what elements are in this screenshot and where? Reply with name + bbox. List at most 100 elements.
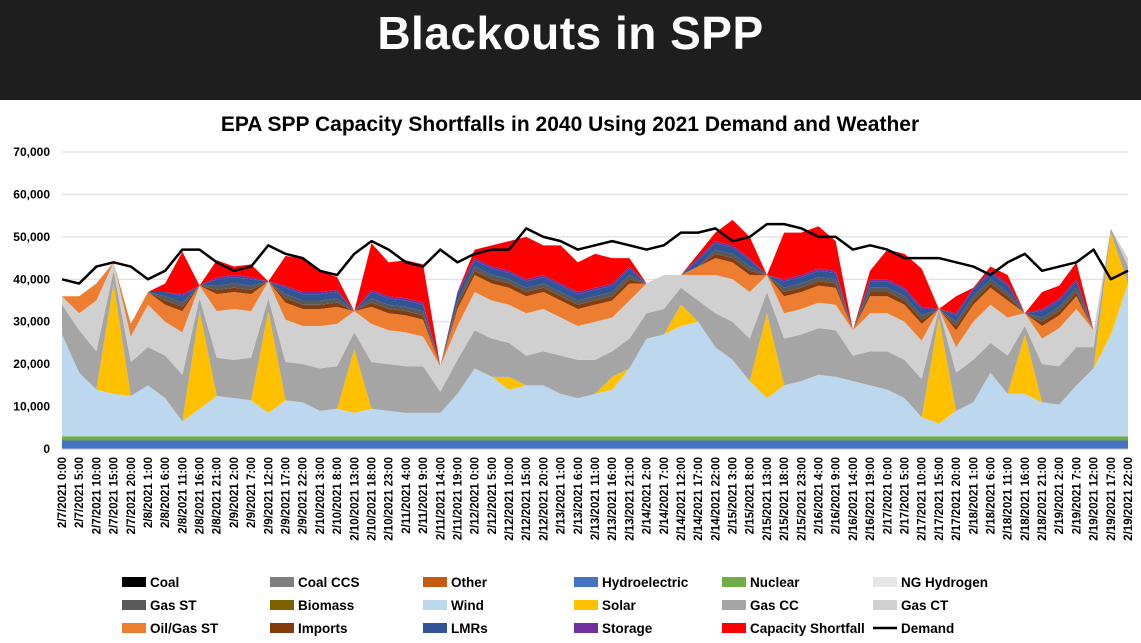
x-tick-label: 2/18/2021 1:00 <box>968 457 980 534</box>
x-tick-label: 2/17/2021 0:00 <box>882 457 894 534</box>
x-tick-label: 2/13/2021 21:00 <box>624 457 636 541</box>
x-tick-label: 2/14/2021 17:00 <box>693 457 705 541</box>
x-tick-label: 2/10/2021 8:00 <box>332 457 344 534</box>
x-tick-label: 2/10/2021 13:00 <box>349 457 361 541</box>
area-nuclear <box>62 436 1128 441</box>
x-tick-label: 2/12/2021 0:00 <box>470 457 482 534</box>
legend-label-ng-hydrogen: NG Hydrogen <box>901 575 988 590</box>
x-tick-label: 2/17/2021 20:00 <box>951 457 963 541</box>
x-tick-label: 2/7/2021 10:00 <box>91 457 103 534</box>
legend-label-oil-gas-st: Oil/Gas ST <box>150 621 219 636</box>
stacked-area-chart: EPA SPP Capacity Shortfalls in 2040 Usin… <box>13 113 1135 636</box>
legend-label-coal: Coal <box>150 575 179 590</box>
x-tick-label: 2/13/2021 11:00 <box>590 457 602 540</box>
x-tick-label: 2/19/2021 7:00 <box>1071 457 1083 534</box>
area-gas-ct <box>62 228 1128 392</box>
x-tick-label: 2/13/2021 1:00 <box>556 457 568 534</box>
legend-swatch-hydroelectric <box>574 577 598 587</box>
x-tick-label: 2/11/2021 14:00 <box>435 457 447 540</box>
axes: 0 10,000 20,000 30,000 40,000 50,000 60,000 70,… <box>13 145 1135 541</box>
legend-label-imports: Imports <box>298 621 348 636</box>
x-tick-label: 2/8/2021 21:00 <box>212 457 224 534</box>
area-capacity-shortfall <box>62 219 1128 367</box>
banner-title: Blackouts in SPP <box>377 7 764 59</box>
x-tick-label: 2/16/2021 14:00 <box>848 457 860 541</box>
x-tick-label: 2/16/2021 4:00 <box>814 457 826 534</box>
y-tick-label: 20,000 <box>13 357 50 371</box>
x-tick-label: 2/19/2021 22:00 <box>1123 457 1135 541</box>
x-tick-label: 2/12/2021 10:00 <box>504 457 516 541</box>
x-tick-label: 2/8/2021 16:00 <box>195 457 207 534</box>
x-tick-label: 2/15/2021 13:00 <box>762 457 774 541</box>
x-tick-label: 2/18/2021 16:00 <box>1020 457 1032 541</box>
x-tick-label: 2/15/2021 3:00 <box>728 457 740 534</box>
area-gas-st <box>62 228 1128 367</box>
legend-swatch-other <box>423 577 447 587</box>
x-tick-label: 2/10/2021 3:00 <box>315 457 327 534</box>
legend-swatch-wind <box>423 600 447 610</box>
legend-swatch-solar <box>574 600 598 610</box>
x-tick-label: 2/8/2021 6:00 <box>160 457 172 528</box>
x-tick-label: 2/11/2021 9:00 <box>418 457 430 534</box>
x-tick-label: 2/14/2021 2:00 <box>642 457 654 534</box>
area-wind <box>62 283 1128 437</box>
area-series <box>62 219 1128 449</box>
y-tick-label: 30,000 <box>13 315 50 329</box>
x-tick-label: 2/12/2021 5:00 <box>487 457 499 534</box>
legend: Coal Coal CCS Other Hydroelectric Nuclear NG … <box>122 575 988 636</box>
y-tick-label: 40,000 <box>13 272 50 286</box>
legend-swatch-oil-gas-st <box>122 623 146 633</box>
legend-label-storage: Storage <box>602 621 653 636</box>
area-gas-cc <box>62 228 1128 422</box>
x-tick-label: 2/7/2021 0:00 <box>57 457 69 528</box>
x-tick-label: 2/8/2021 1:00 <box>143 457 155 528</box>
legend-swatch-coal-ccs <box>270 577 294 587</box>
line-series <box>61 222 1129 285</box>
x-tick-label: 2/7/2021 5:00 <box>74 457 86 528</box>
x-tick-label: 2/11/2021 19:00 <box>452 457 464 540</box>
x-tick-label: 2/17/2021 5:00 <box>899 457 911 534</box>
legend-label-capacity-shortfall: Capacity Shortfall <box>750 621 865 636</box>
legend-swatch-lmrs <box>423 623 447 633</box>
area-hydroelectric <box>62 440 1128 449</box>
x-tick-label: 2/12/2021 15:00 <box>521 457 533 541</box>
legend-label-wind: Wind <box>451 598 484 613</box>
x-tick-label: 2/18/2021 6:00 <box>985 457 997 534</box>
legend-label-lmrs: LMRs <box>451 621 488 636</box>
x-tick-label: 2/7/2021 20:00 <box>126 457 138 534</box>
x-tick-label: 2/14/2021 7:00 <box>659 457 671 534</box>
x-tick-label: 2/7/2021 15:00 <box>109 457 121 534</box>
legend-label-other: Other <box>451 575 488 590</box>
x-tick-label: 2/9/2021 2:00 <box>229 457 241 528</box>
x-tick-label: 2/13/2021 16:00 <box>607 457 619 541</box>
legend-swatch-imports <box>270 623 294 633</box>
x-tick-label: 2/11/2021 4:00 <box>401 457 413 534</box>
legend-label-demand: Demand <box>901 621 954 636</box>
legend-swatch-coal <box>122 577 146 587</box>
x-tick-label: 2/15/2021 8:00 <box>745 457 757 534</box>
x-tick-label: 2/12/2021 20:00 <box>538 457 550 541</box>
legend-label-gas-st: Gas ST <box>150 598 197 613</box>
x-tick-label: 2/14/2021 12:00 <box>676 457 688 541</box>
y-tick-label: 0 <box>43 442 50 456</box>
legend-label-hydroelectric: Hydroelectric <box>602 575 689 590</box>
x-tick-label: 2/9/2021 22:00 <box>298 457 310 534</box>
legend-label-biomass: Biomass <box>298 598 354 613</box>
legend-label-coal-ccs: Coal CCS <box>298 575 360 590</box>
x-tick-label: 2/18/2021 11:00 <box>1003 457 1015 540</box>
legend-swatch-gas-st <box>122 600 146 610</box>
legend-label-solar: Solar <box>602 598 637 613</box>
y-tick-label: 10,000 <box>13 400 50 414</box>
y-tick-label: 50,000 <box>13 230 50 244</box>
legend-swatch-gas-ct <box>873 600 897 610</box>
legend-swatch-storage <box>574 623 598 633</box>
x-tick-label: 2/15/2021 23:00 <box>796 457 808 541</box>
x-tick-label: 2/9/2021 17:00 <box>281 457 293 534</box>
x-tick-label: 2/9/2021 7:00 <box>246 457 258 528</box>
x-tick-label: 2/16/2021 19:00 <box>865 457 877 541</box>
legend-swatch-gas-cc <box>722 600 746 610</box>
legend-label-gas-cc: Gas CC <box>750 598 799 613</box>
title-banner: Blackouts in SPP <box>0 0 1141 100</box>
line-demand <box>61 222 1129 285</box>
x-tick-label: 2/19/2021 2:00 <box>1054 457 1066 534</box>
